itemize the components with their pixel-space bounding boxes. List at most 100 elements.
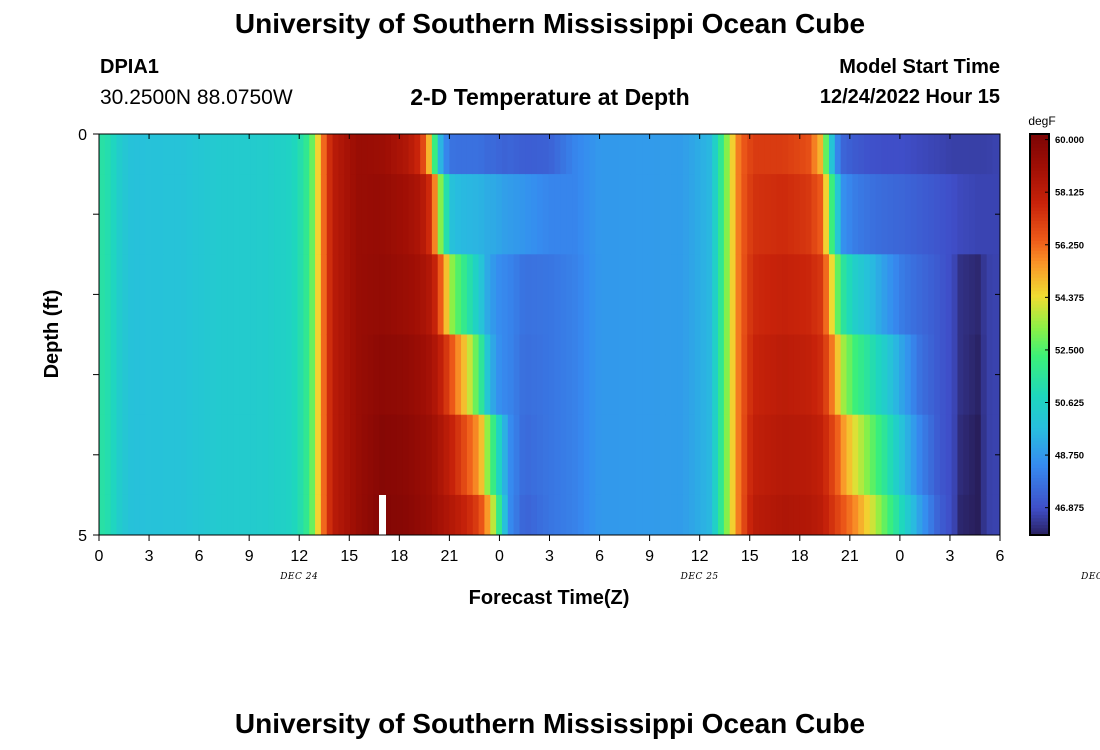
heatmap-cell [554,174,561,255]
y-tick-label: 0 [78,127,87,144]
heatmap-cell [659,334,667,416]
heatmap-cell [659,134,667,175]
heatmap-cell [910,174,918,255]
heatmap-cell [864,414,871,496]
heatmap-cell [887,494,894,535]
heatmap-cell [618,494,626,535]
heatmap-cell [712,414,719,496]
heatmap-cell [291,494,299,535]
heatmap-cell [198,414,205,496]
colorbar-segment [1030,518,1049,523]
heatmap-cell [741,254,748,336]
heatmap-cell [758,174,766,255]
heatmap-cell [379,174,386,255]
heatmap-cell [828,254,836,336]
heatmap-cell [256,174,264,255]
heatmap-cell [280,134,287,175]
colorbar-segment [1030,144,1049,148]
heatmap-cell [811,174,818,255]
heatmap-cell [239,174,246,255]
heatmap-cell [577,174,585,255]
heatmap-cell [595,414,602,496]
heatmap-cell [945,254,953,336]
heatmap-cell [531,174,538,255]
heatmap-cell [227,174,234,255]
heatmap-cell [215,174,223,255]
heatmap-cell [577,134,585,175]
colorbar-segment [1030,501,1049,506]
heatmap-cell [507,414,515,496]
heatmap-cell [431,494,439,535]
heatmap-cell [420,334,427,416]
heatmap-cell [367,174,375,255]
heatmap-cell [910,414,918,496]
heatmap-cell [291,414,299,496]
heatmap-cell [145,494,153,535]
heatmap-cell [449,414,456,496]
heatmap-cell [490,254,497,336]
heatmap-cell [280,414,287,496]
colorbar-segment [1030,324,1049,329]
heatmap-cell [688,134,696,175]
heatmap-cell [986,334,994,416]
colorbar-segment [1030,387,1049,392]
heatmap-cell [887,414,894,496]
colorbar-segment [1030,277,1049,282]
data-gap-marker [379,495,386,535]
heatmap-cell [729,334,737,416]
heatmap-cell [186,134,194,175]
heatmap-cell [712,334,719,416]
heatmap-cell [694,254,702,336]
heatmap-cell [326,254,334,336]
heatmap-cell [974,494,982,535]
heatmap-cell [741,134,748,175]
heatmap-cell [507,134,515,175]
heatmap-cell [554,334,561,416]
heatmap-cell [583,174,591,255]
colorbar-segment [1030,287,1049,292]
colorbar-segment [1030,240,1049,245]
colorbar-segment [1030,160,1049,165]
heatmap-cell [601,134,608,175]
heatmap-cell [472,494,480,535]
colorbar-segment [1030,347,1049,352]
heatmap-cell [904,134,912,175]
colorbar-segment [1030,377,1049,382]
colorbar-segment [1030,401,1049,406]
heatmap-cell [490,134,497,175]
heatmap-cell [396,414,404,496]
heatmap-cell [478,254,486,336]
heatmap-cell [373,334,380,416]
heatmap-cell [122,134,129,175]
heatmap-cell [169,134,176,175]
heatmap-cell [455,174,462,255]
heatmap-cell [706,334,713,416]
chart-title: 2-D Temperature at Depth [410,84,690,110]
heatmap-cell [653,334,661,416]
colorbar-segment [1030,267,1049,272]
heatmap-cell [209,254,217,336]
heatmap-cell [525,334,532,416]
heatmap-cell [589,494,596,535]
heatmap-cell [478,494,486,535]
heatmap-cell [145,254,153,336]
heatmap-cell [607,414,614,496]
heatmap-cell [104,334,112,416]
heatmap-cell [875,134,883,175]
heatmap-cell [116,494,123,535]
colorbar-segment [1030,481,1049,486]
heatmap-cell [402,334,410,416]
heatmap-cell [899,134,906,175]
heatmap-cell [525,494,532,535]
heatmap-cell [934,414,941,496]
heatmap-cell [443,254,450,336]
x-tick-label: 15 [741,548,759,565]
date-label: DEC 25 [680,572,719,582]
heatmap-cell [963,134,970,175]
heatmap-cell [665,334,672,416]
heatmap-cell [904,494,912,535]
x-tick-label: 6 [195,548,204,565]
colorbar-segment [1030,291,1049,295]
heatmap-cell [525,134,532,175]
heatmap-cell [974,134,982,175]
